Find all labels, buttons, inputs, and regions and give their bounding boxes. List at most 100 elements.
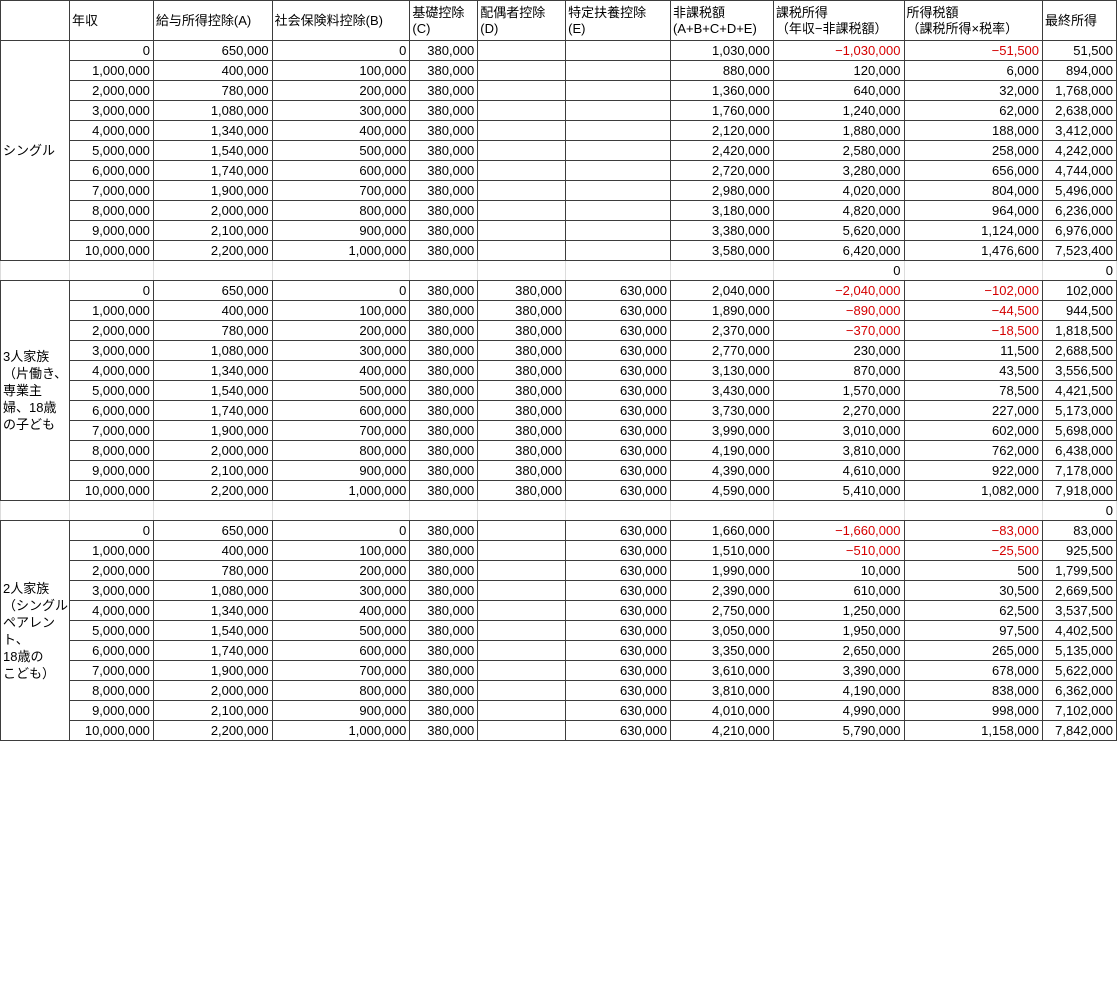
cell[interactable]: 3,990,000 bbox=[669, 420, 774, 441]
cell[interactable]: 258,000 bbox=[903, 140, 1044, 161]
cell[interactable]: 880,000 bbox=[669, 60, 774, 81]
cell[interactable]: 62,500 bbox=[903, 600, 1044, 621]
column-header-spouse-deduction[interactable]: 配偶者控除 (D) bbox=[477, 0, 567, 41]
cell[interactable]: 2,370,000 bbox=[669, 320, 774, 341]
cell[interactable]: 4,190,000 bbox=[772, 680, 905, 701]
cell[interactable]: 656,000 bbox=[903, 160, 1044, 181]
cell[interactable]: 630,000 bbox=[565, 720, 671, 741]
cell[interactable]: 925,500 bbox=[1042, 540, 1117, 561]
cell[interactable]: 32,000 bbox=[903, 80, 1044, 101]
cell[interactable]: 500,000 bbox=[271, 620, 411, 641]
cell[interactable]: 380,000 bbox=[409, 720, 479, 741]
cell[interactable]: 2,200,000 bbox=[152, 480, 273, 501]
cell[interactable]: 5,000,000 bbox=[69, 620, 154, 641]
cell[interactable] bbox=[565, 260, 671, 281]
cell[interactable]: 78,500 bbox=[903, 380, 1044, 401]
cell[interactable]: 265,000 bbox=[903, 640, 1044, 661]
cell[interactable]: 630,000 bbox=[565, 520, 671, 541]
cell[interactable]: 900,000 bbox=[271, 460, 411, 481]
cell[interactable] bbox=[477, 120, 567, 141]
cell[interactable] bbox=[477, 260, 567, 281]
cell[interactable]: 380,000 bbox=[409, 240, 479, 261]
cell[interactable]: 2,200,000 bbox=[152, 240, 273, 261]
cell[interactable]: 380,000 bbox=[409, 220, 479, 241]
cell[interactable]: 630,000 bbox=[565, 560, 671, 581]
cell[interactable] bbox=[477, 620, 567, 641]
cell[interactable]: 630,000 bbox=[565, 640, 671, 661]
cell[interactable] bbox=[565, 160, 671, 181]
cell[interactable]: 380,000 bbox=[409, 400, 479, 421]
cell[interactable]: 6,000,000 bbox=[69, 640, 154, 661]
cell[interactable]: 3,280,000 bbox=[772, 160, 905, 181]
cell[interactable]: −1,660,000 bbox=[772, 520, 905, 541]
cell[interactable]: 1,900,000 bbox=[152, 180, 273, 201]
cell[interactable]: 1,000,000 bbox=[69, 300, 154, 321]
cell[interactable]: 2,720,000 bbox=[669, 160, 774, 181]
cell[interactable]: 380,000 bbox=[477, 320, 567, 341]
cell[interactable]: 894,000 bbox=[1042, 60, 1117, 81]
cell[interactable]: 2,100,000 bbox=[152, 220, 273, 241]
cell[interactable]: 4,242,000 bbox=[1042, 140, 1117, 161]
cell[interactable]: 4,000,000 bbox=[69, 360, 154, 381]
cell[interactable]: 678,000 bbox=[903, 660, 1044, 681]
cell[interactable]: 43,500 bbox=[903, 360, 1044, 381]
cell[interactable] bbox=[69, 260, 154, 281]
cell[interactable] bbox=[477, 140, 567, 161]
cell[interactable]: 600,000 bbox=[271, 400, 411, 421]
cell[interactable]: 2,100,000 bbox=[152, 460, 273, 481]
cell[interactable]: 380,000 bbox=[409, 540, 479, 561]
cell[interactable]: 3,730,000 bbox=[669, 400, 774, 421]
cell[interactable]: 380,000 bbox=[409, 160, 479, 181]
cell[interactable]: 630,000 bbox=[565, 300, 671, 321]
cell[interactable]: 100,000 bbox=[271, 540, 411, 561]
cell[interactable]: 2,420,000 bbox=[669, 140, 774, 161]
cell[interactable]: 5,496,000 bbox=[1042, 180, 1117, 201]
cell[interactable]: 630,000 bbox=[565, 700, 671, 721]
cell[interactable]: 3,580,000 bbox=[669, 240, 774, 261]
cell[interactable]: 380,000 bbox=[409, 200, 479, 221]
cell[interactable]: 2,120,000 bbox=[669, 120, 774, 141]
cell[interactable] bbox=[903, 260, 1044, 281]
cell[interactable] bbox=[477, 220, 567, 241]
cell[interactable]: 944,500 bbox=[1042, 300, 1117, 321]
cell[interactable]: 3,380,000 bbox=[669, 220, 774, 241]
group-label-cell[interactable]: シングル bbox=[0, 40, 71, 261]
cell[interactable]: 5,135,000 bbox=[1042, 640, 1117, 661]
cell[interactable]: 1,080,000 bbox=[152, 340, 273, 361]
cell[interactable]: 2,580,000 bbox=[772, 140, 905, 161]
cell[interactable] bbox=[565, 220, 671, 241]
cell[interactable]: 400,000 bbox=[271, 360, 411, 381]
cell[interactable]: 200,000 bbox=[271, 320, 411, 341]
cell[interactable]: 500,000 bbox=[271, 140, 411, 161]
cell[interactable]: 600,000 bbox=[271, 160, 411, 181]
cell[interactable]: 380,000 bbox=[409, 460, 479, 481]
cell[interactable]: 1,124,000 bbox=[903, 220, 1044, 241]
cell[interactable]: 3,000,000 bbox=[69, 580, 154, 601]
cell[interactable]: 602,000 bbox=[903, 420, 1044, 441]
cell[interactable] bbox=[477, 240, 567, 261]
cell[interactable]: 2,750,000 bbox=[669, 600, 774, 621]
cell[interactable]: 630,000 bbox=[565, 280, 671, 301]
cell[interactable] bbox=[477, 100, 567, 121]
cell[interactable]: 1,030,000 bbox=[669, 40, 774, 61]
cell[interactable]: 922,000 bbox=[903, 460, 1044, 481]
cell[interactable]: 2,000,000 bbox=[152, 200, 273, 221]
cell[interactable]: 380,000 bbox=[409, 420, 479, 441]
cell[interactable] bbox=[477, 640, 567, 661]
cell[interactable]: 400,000 bbox=[271, 120, 411, 141]
cell[interactable]: 900,000 bbox=[271, 220, 411, 241]
cell[interactable]: 700,000 bbox=[271, 420, 411, 441]
cell[interactable]: 188,000 bbox=[903, 120, 1044, 141]
cell[interactable]: 380,000 bbox=[477, 400, 567, 421]
cell[interactable]: 1,240,000 bbox=[772, 100, 905, 121]
cell[interactable]: 3,537,500 bbox=[1042, 600, 1117, 621]
cell[interactable]: 1,340,000 bbox=[152, 360, 273, 381]
cell[interactable]: 380,000 bbox=[477, 380, 567, 401]
cell[interactable]: 4,820,000 bbox=[772, 200, 905, 221]
cell[interactable]: 1,768,000 bbox=[1042, 80, 1117, 101]
cell[interactable]: 2,040,000 bbox=[669, 280, 774, 301]
cell[interactable] bbox=[477, 700, 567, 721]
cell[interactable]: 380,000 bbox=[409, 100, 479, 121]
cell[interactable]: 7,842,000 bbox=[1042, 720, 1117, 741]
cell[interactable]: 4,000,000 bbox=[69, 600, 154, 621]
